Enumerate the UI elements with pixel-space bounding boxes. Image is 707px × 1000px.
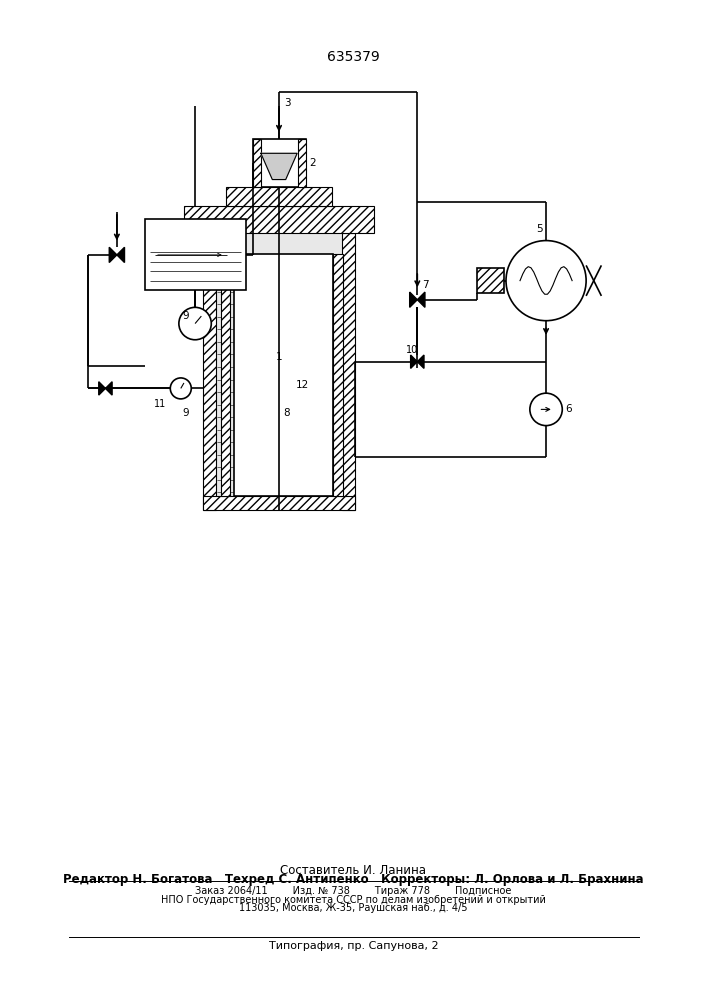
Circle shape	[530, 393, 562, 426]
Circle shape	[179, 307, 211, 340]
Polygon shape	[261, 153, 297, 180]
Bar	[216, 233, 342, 496]
Polygon shape	[417, 355, 424, 368]
Text: 113035, Москва, Ж-35, Раушская наб., д. 4/5: 113035, Москва, Ж-35, Раушская наб., д. …	[239, 903, 467, 913]
Text: Редактор Н. Богатова   Техред С. Антипенко   Корректоры: Л. Орлова и Л. Брахнина: Редактор Н. Богатова Техред С. Антипенко…	[63, 873, 643, 886]
Text: Составитель И. Ланина: Составитель И. Ланина	[281, 864, 426, 877]
Polygon shape	[417, 292, 425, 307]
Polygon shape	[411, 355, 417, 368]
Bar	[184, 206, 375, 233]
Bar	[203, 233, 216, 510]
Polygon shape	[117, 247, 124, 263]
Bar	[253, 139, 261, 187]
Text: 9: 9	[182, 311, 189, 321]
Text: 12: 12	[296, 380, 310, 390]
Bar	[342, 233, 356, 510]
Text: 5: 5	[537, 224, 543, 234]
Bar	[226, 187, 332, 206]
Bar	[221, 254, 230, 496]
Text: 8: 8	[283, 408, 289, 418]
Polygon shape	[409, 292, 417, 307]
Text: 11: 11	[154, 399, 166, 409]
Bar	[253, 139, 305, 187]
Text: 2: 2	[310, 158, 316, 168]
Circle shape	[170, 378, 192, 399]
Text: 6: 6	[565, 404, 572, 414]
Bar	[298, 139, 305, 187]
Bar	[477, 268, 504, 293]
Polygon shape	[99, 382, 105, 395]
Circle shape	[506, 241, 586, 321]
Text: 635379: 635379	[327, 50, 380, 64]
Text: 10: 10	[406, 345, 418, 355]
Text: 9: 9	[182, 408, 189, 418]
Text: 1: 1	[276, 352, 283, 362]
Polygon shape	[105, 382, 112, 395]
Bar	[334, 254, 343, 496]
Polygon shape	[110, 247, 117, 263]
Bar	[146, 219, 245, 290]
Bar	[203, 496, 356, 510]
Text: 7: 7	[422, 280, 428, 290]
Text: Типография, пр. Сапунова, 2: Типография, пр. Сапунова, 2	[269, 941, 438, 951]
Text: Заказ 2064/11        Изд. № 738        Тираж 778        Подписное: Заказ 2064/11 Изд. № 738 Тираж 778 Подпи…	[195, 886, 512, 896]
Text: НПО Государственного комитета СССР по делам изобретений и открытий: НПО Государственного комитета СССР по де…	[161, 895, 546, 905]
Text: 3: 3	[284, 98, 291, 108]
Bar	[234, 254, 334, 496]
